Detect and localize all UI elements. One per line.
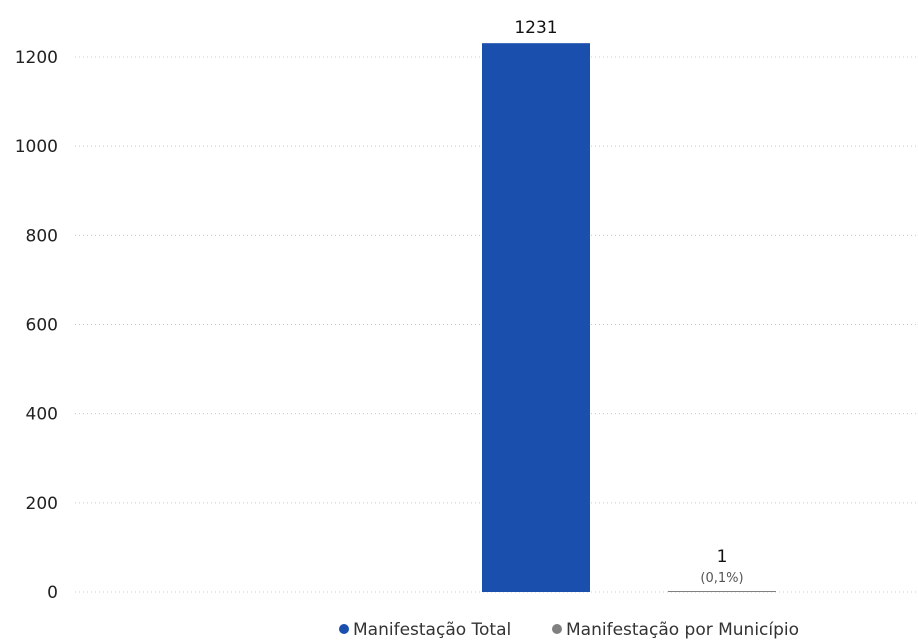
data-label: 1 — [717, 547, 728, 567]
y-tick-label: 1000 — [15, 137, 58, 157]
bar-2[interactable] — [668, 591, 776, 592]
bars — [482, 43, 776, 593]
legend[interactable]: Manifestação Total Manifestação por Munic… — [339, 620, 799, 640]
data-labels: 1231 1 (0,1%) — [514, 18, 743, 586]
bar-1[interactable] — [482, 43, 590, 593]
y-tick-label: 400 — [26, 405, 58, 425]
y-tick-label: 600 — [26, 316, 58, 336]
data-sublabel: (0,1%) — [700, 571, 743, 586]
legend-label: Manifestação por Município — [566, 620, 799, 640]
legend-marker — [339, 624, 349, 634]
legend-marker — [552, 624, 562, 634]
legend-item[interactable]: Manifestação por Município — [552, 620, 799, 640]
gridlines — [75, 56, 918, 593]
y-tick-label: 1200 — [15, 48, 58, 68]
y-tick-label: 200 — [26, 494, 58, 514]
legend-item[interactable]: Manifestação Total — [339, 620, 511, 640]
y-tick-label: 0 — [47, 583, 58, 603]
legend-label: Manifestação Total — [353, 620, 511, 640]
data-label: 1231 — [514, 18, 557, 38]
y-axis-ticks: 0 200 400 600 800 1000 1200 — [15, 48, 58, 603]
y-tick-label: 800 — [26, 226, 58, 246]
